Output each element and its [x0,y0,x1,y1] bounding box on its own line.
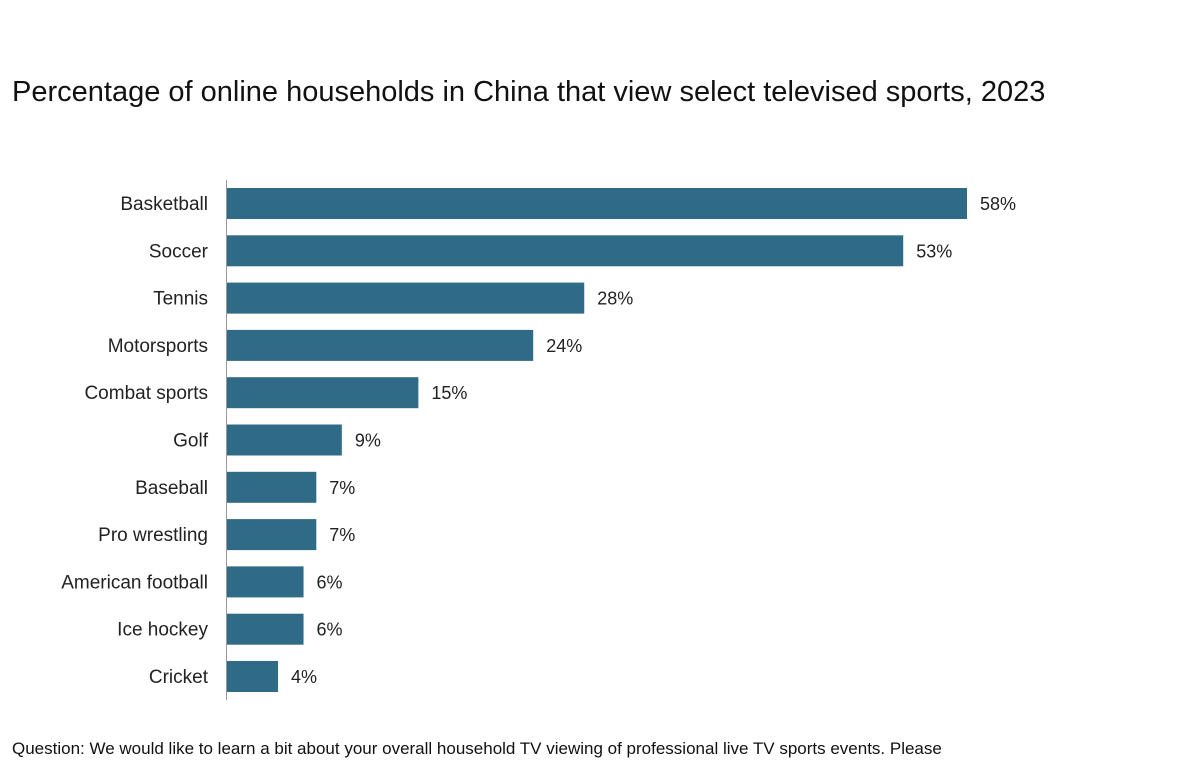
bar-tennis [227,282,585,314]
value-label: 58% [980,194,1016,214]
value-label: 6% [317,572,343,592]
bar-chart: Basketball 58% Soccer 53% Tennis 28% Motorspor… [61,180,1016,700]
bar-motorsports [227,329,534,361]
category-label: Basketball [120,194,208,215]
bar-soccer [227,235,904,267]
bar-cricket [227,661,279,692]
value-label: 24% [546,336,582,356]
footnote-question: Question: We would like to learn a bit a… [12,739,942,758]
category-label: Pro wrestling [98,525,208,546]
value-label: 28% [597,289,633,309]
bar-ice-hockey [227,613,304,645]
footnote: Question: We would like to learn a bit a… [12,738,1192,768]
value-label: 6% [317,620,343,640]
value-label: 7% [329,478,355,498]
bar-pro-wrestling [227,519,317,551]
value-label: 4% [291,667,317,687]
bar-basketball [227,188,967,219]
bars-group: Basketball 58% Soccer 53% Tennis 28% Motorspor… [61,188,1016,692]
category-label: Golf [173,431,209,452]
category-label: Tennis [153,289,208,310]
category-label: Baseball [135,478,208,499]
value-label: 53% [916,241,952,261]
category-label: Motorsports [108,336,208,357]
bar-combat-sports [227,377,419,409]
bar-golf [227,424,342,456]
value-label: 7% [329,525,355,545]
category-label: Cricket [149,667,209,688]
category-label: Ice hockey [117,620,208,641]
category-label: Combat sports [84,383,208,404]
value-label: 9% [355,431,381,451]
chart-title: Percentage of online households in China… [12,76,1046,108]
value-label: 15% [431,383,467,403]
bar-baseball [227,471,317,503]
category-label: Soccer [149,241,209,262]
category-label: American football [61,572,208,593]
bar-american-football [227,566,304,598]
